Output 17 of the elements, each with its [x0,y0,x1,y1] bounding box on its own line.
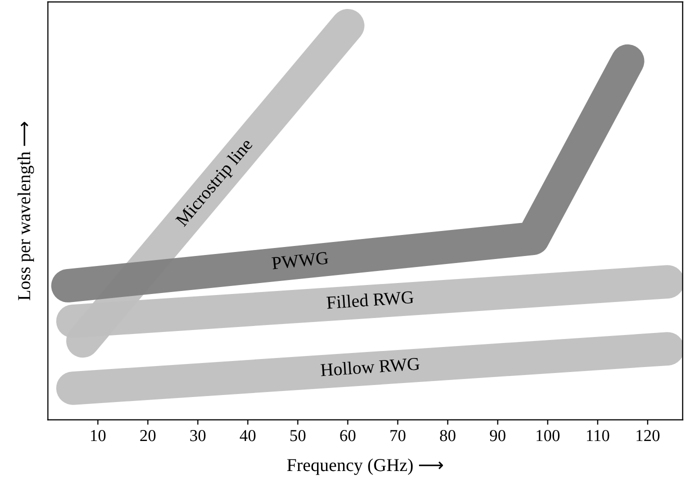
text: PWWG [272,252,329,270]
x-tick-label: 80 [440,430,456,442]
x-tick-label: 90 [490,430,506,442]
x-tick-label: 50 [290,430,306,442]
x-axis-title: Frequency (GHz) ⟶ [287,458,443,475]
y-axis-title: Loss per wavelength ⟶ [18,122,34,300]
x-tick-label: 110 [586,430,610,442]
series-label: Hollow RWG [320,357,420,376]
x-tick-label: 20 [140,430,156,442]
x-tick-label: 40 [240,430,256,442]
series-label: Filled RWG [326,290,414,309]
x-tick-label: 30 [190,430,206,442]
x-tick-label: 120 [636,430,660,442]
x-tick-label: 10 [90,430,106,442]
x-tick-label: 100 [536,430,560,442]
x-tick-label: 60 [340,430,356,442]
x-tick-label: 70 [390,430,406,442]
